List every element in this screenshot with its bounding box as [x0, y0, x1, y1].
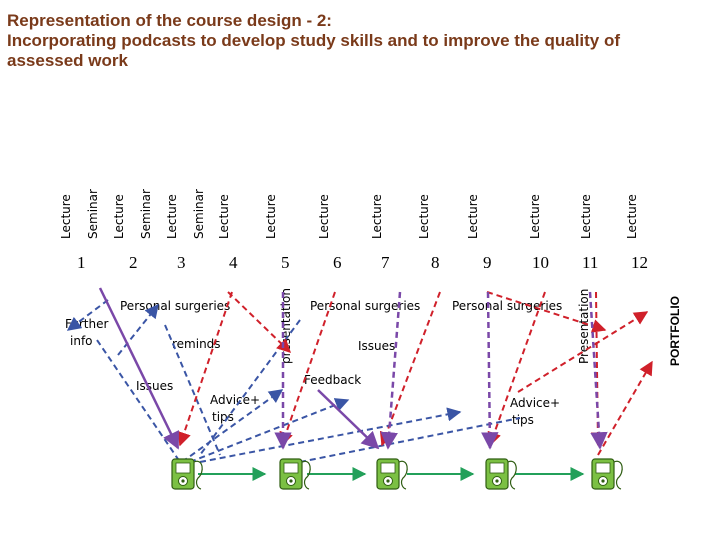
session-lecture-1: Lecture: [59, 194, 73, 239]
reminds-label: reminds: [172, 337, 221, 351]
advice-tips-label-1-line-2: tips: [212, 410, 234, 424]
session-lecture-5: Lecture: [264, 194, 278, 239]
week-number-7: 7: [381, 253, 390, 272]
portfolio-label: PORTFOLIO: [668, 296, 682, 366]
blue-dashed-arrow: [299, 417, 521, 463]
page-title: Representation of the course design - 2:…: [7, 11, 707, 71]
session-seminar-2: Seminar: [139, 189, 153, 239]
personal-surgeries-label-3: Personal surgeries: [452, 299, 562, 313]
session-lecture-11: Lecture: [579, 194, 593, 239]
issues-label-2: Issues: [358, 339, 395, 353]
red-dashed-arrow: [177, 291, 233, 447]
issues-label-1: Issues: [136, 379, 173, 393]
week-number-8: 8: [431, 253, 440, 272]
week-number-4: 4: [229, 253, 238, 272]
week-number-12: 12: [631, 253, 648, 272]
session-lecture-6: Lecture: [317, 194, 331, 239]
red-dashed-arrow: [590, 291, 605, 447]
session-lecture-7: Lecture: [370, 194, 384, 239]
session-seminar-3: Seminar: [192, 189, 206, 239]
feedback-label: Feedback: [304, 373, 361, 387]
week-number-11: 11: [582, 253, 598, 272]
session-lecture-12: Lecture: [625, 194, 639, 239]
presentation-label-week-11: Presentation: [577, 289, 591, 364]
title-line-2: Incorporating podcasts to develop study …: [7, 31, 621, 50]
purple-arrow: [317, 389, 380, 450]
session-lecture-8: Lecture: [417, 194, 431, 239]
blue-dashed-arrow: [164, 324, 221, 456]
blue-dashed-arrow: [199, 319, 301, 456]
purple-arrow: [380, 291, 402, 450]
personal-surgeries-label-2: Personal surgeries: [310, 299, 420, 313]
podcast-device-icon: [171, 458, 203, 490]
advice-tips-label-2-line-2: tips: [512, 413, 534, 427]
week-number-10: 10: [532, 253, 549, 272]
red-dashed-arrow: [597, 360, 653, 456]
session-lecture-3: Lecture: [165, 194, 179, 239]
red-dashed-arrow: [517, 311, 649, 393]
red-dashed-arrow: [279, 291, 336, 447]
session-lecture-2: Lecture: [112, 194, 126, 239]
blue-dashed-arrow: [199, 407, 462, 463]
blue-dashed-arrow: [117, 303, 159, 356]
advice-tips-label-2-line-1: Advice+: [510, 396, 560, 410]
red-dashed-arrow: [486, 291, 607, 333]
session-seminar-1: Seminar: [86, 189, 100, 239]
blue-dashed-arrow: [96, 339, 181, 463]
personal-surgeries-label-1: Personal surgeries: [120, 299, 230, 313]
session-lecture-4: Lecture: [217, 194, 231, 239]
week-number-3: 3: [177, 253, 186, 272]
red-dashed-arrow: [379, 291, 441, 447]
further-info-label-line-2: info: [70, 334, 93, 348]
blue-dashed-arrow: [181, 389, 284, 463]
podcast-device-icon: [279, 458, 311, 490]
blue-dashed-arrow: [189, 398, 350, 463]
advice-tips-label-1-line-1: Advice+: [210, 393, 260, 407]
podcast-device-icon: [485, 458, 517, 490]
week-number-6: 6: [333, 253, 342, 272]
week-number-2: 2: [129, 253, 138, 272]
week-number-1: 1: [77, 253, 86, 272]
week-number-9: 9: [483, 253, 492, 272]
title-line-3: assessed work: [7, 51, 128, 70]
red-dashed-arrow: [487, 291, 546, 447]
session-lecture-10: Lecture: [528, 194, 542, 239]
week-number-5: 5: [281, 253, 290, 272]
red-dashed-arrow: [227, 291, 292, 353]
presentation-label-week-5: presentation: [279, 288, 293, 364]
further-info-label-line-1: Further: [65, 317, 108, 331]
purple-arrow: [481, 291, 499, 450]
session-lecture-9: Lecture: [466, 194, 480, 239]
purple-arrow: [588, 291, 608, 450]
title-line-1: Representation of the course design - 2:: [7, 11, 332, 30]
podcast-device-icon: [591, 458, 623, 490]
blue-dashed-arrow: [66, 299, 109, 331]
podcast-device-icon: [376, 458, 408, 490]
purple-arrow: [98, 287, 180, 450]
